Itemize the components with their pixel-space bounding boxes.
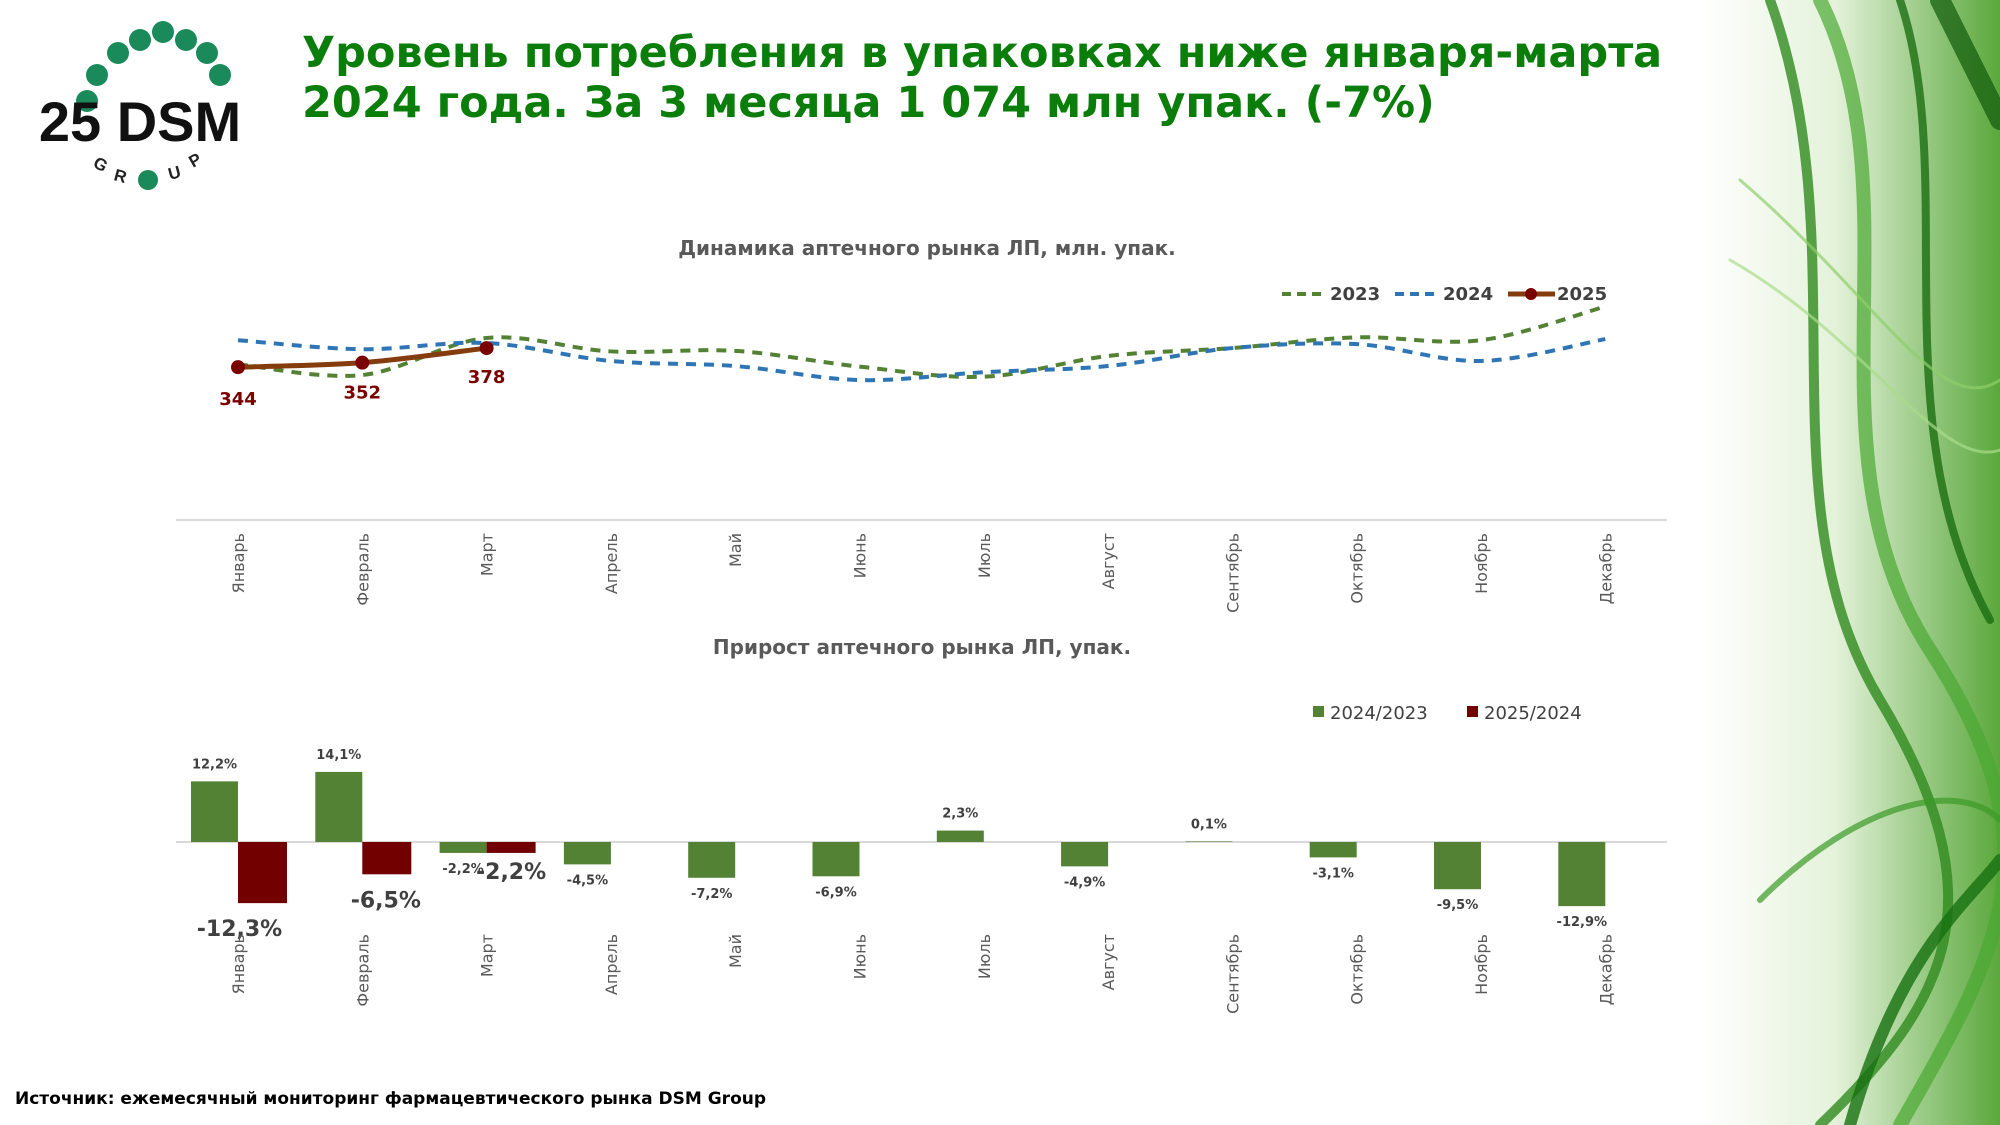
x-tick-label: Январь xyxy=(229,934,248,994)
x-tick-label: Сентябрь xyxy=(1223,533,1242,613)
bar-label-2024-2023: 2,3% xyxy=(942,807,978,822)
x-tick-label: Ноябрь xyxy=(1472,934,1491,995)
bar-2024-2023 xyxy=(1061,842,1109,867)
bar-chart-title: Прирост аптечного рынка ЛП, упак. xyxy=(713,635,1131,659)
bar-2024-2023 xyxy=(191,781,238,842)
x-tick-label: Август xyxy=(1099,934,1118,990)
bar-label-2024-2023: -4,5% xyxy=(567,873,608,888)
x-tick-label: Апрель xyxy=(602,934,621,995)
bar-label-2024-2023: -4,9% xyxy=(1064,875,1105,890)
x-tick-label: Май xyxy=(726,533,745,567)
bar-label-2024-2023: -2,2% xyxy=(442,862,483,877)
data-point-2025 xyxy=(231,360,245,375)
bar-2024-2023 xyxy=(1558,842,1606,907)
line-chart-legend: 2023 2024 2025 xyxy=(1282,284,1607,305)
x-tick-label: Сентябрь xyxy=(1223,934,1242,1014)
x-tick-label: Июнь xyxy=(851,934,870,979)
data-point-2025 xyxy=(355,355,370,370)
logo-text: 25 DSM xyxy=(39,90,241,153)
x-tick-label: Декабрь xyxy=(1596,533,1615,604)
bar-2025-2024 xyxy=(362,842,412,875)
bar-2024-2023 xyxy=(1185,841,1233,843)
x-tick-label: Декабрь xyxy=(1596,934,1615,1005)
bar-2025-2024 xyxy=(238,842,287,904)
bar-chart-growth: Прирост аптечного рынка ЛП, упак. 2024/2… xyxy=(176,635,1667,1014)
bar-label-2024-2023: -12,9% xyxy=(1557,915,1608,930)
bar-2024-2023 xyxy=(1309,842,1357,858)
logo-dots xyxy=(76,21,231,190)
x-tick-label: Июль xyxy=(975,934,994,979)
line-chart-consumption: Динамика аптечного рынка ЛП, млн. упак. … xyxy=(176,236,1667,613)
x-tick-label: Октябрь xyxy=(1348,934,1367,1005)
x-tick-label: Июль xyxy=(975,533,994,578)
bar-2024-2023 xyxy=(563,842,611,865)
x-tick-label: Март xyxy=(478,934,497,977)
x-tick-label: Март xyxy=(478,533,497,576)
svg-text:R: R xyxy=(112,166,129,188)
dsm-group-logo: 25 DSM G R U P xyxy=(10,8,270,193)
bar-label-2024-2023: 12,2% xyxy=(192,757,237,772)
data-point-2025 xyxy=(479,341,494,356)
data-label-2025: 378 xyxy=(468,367,506,388)
green-swirl-decoration xyxy=(1700,0,2000,1125)
x-tick-label: Февраль xyxy=(353,533,372,606)
line-series-2024 xyxy=(237,337,1606,383)
bar-2025-2024 xyxy=(486,842,536,853)
data-label-2025: 352 xyxy=(344,383,382,404)
x-tick-label: Октябрь xyxy=(1348,533,1367,604)
bar-label-2025-2024: -12,3% xyxy=(197,917,282,942)
bar-2024-2023 xyxy=(812,842,860,877)
bar-2024-2023 xyxy=(688,842,736,878)
svg-text:U: U xyxy=(166,162,183,184)
legend-marker-2025 xyxy=(1525,288,1537,300)
page-title: Уровень потребления в упаковках ниже янв… xyxy=(302,28,1663,128)
bar-2024-2023 xyxy=(315,771,363,842)
x-tick-label: Июнь xyxy=(851,533,870,578)
legend-label-2025: 2025 xyxy=(1557,284,1607,305)
x-tick-label: Август xyxy=(1099,533,1118,589)
bar-2024-2023 xyxy=(439,842,487,853)
x-tick-label: Ноябрь xyxy=(1472,533,1491,594)
data-label-2025: 344 xyxy=(219,389,257,410)
line-series-2023 xyxy=(237,304,1606,379)
legend-swatch-2025-2024 xyxy=(1467,706,1478,717)
x-tick-label: Январь xyxy=(229,533,248,593)
x-tick-label: Май xyxy=(726,934,745,968)
bar-chart-legend: 2024/2023 2025/2024 xyxy=(1313,703,1582,724)
legend-label-2024-2023: 2024/2023 xyxy=(1330,703,1428,724)
legend-label-2024: 2024 xyxy=(1443,284,1493,305)
bar-label-2024-2023: 14,1% xyxy=(316,748,361,763)
x-tick-label: Февраль xyxy=(353,934,372,1007)
bar-label-2024-2023: 0,1% xyxy=(1191,818,1227,833)
x-tick-label: Апрель xyxy=(602,533,621,594)
bar-label-2024-2023: -6,9% xyxy=(815,885,856,900)
line-chart-title: Динамика аптечного рынка ЛП, млн. упак. xyxy=(678,236,1176,260)
source-note: Источник: ежемесячный мониторинг фармаце… xyxy=(15,1089,767,1109)
legend-label-2023: 2023 xyxy=(1330,284,1380,305)
bar-label-2025-2024: -2,2% xyxy=(476,860,546,885)
bar-label-2024-2023: -7,2% xyxy=(691,887,732,902)
legend-label-2025-2024: 2025/2024 xyxy=(1484,703,1582,724)
bar-2024-2023 xyxy=(1434,842,1481,890)
legend-swatch-2024-2023 xyxy=(1313,706,1324,717)
bar-label-2024-2023: -9,5% xyxy=(1437,898,1478,913)
bar-label-2024-2023: -3,1% xyxy=(1312,866,1353,881)
bar-label-2025-2024: -6,5% xyxy=(351,888,421,913)
bar-2024-2023 xyxy=(936,830,984,842)
